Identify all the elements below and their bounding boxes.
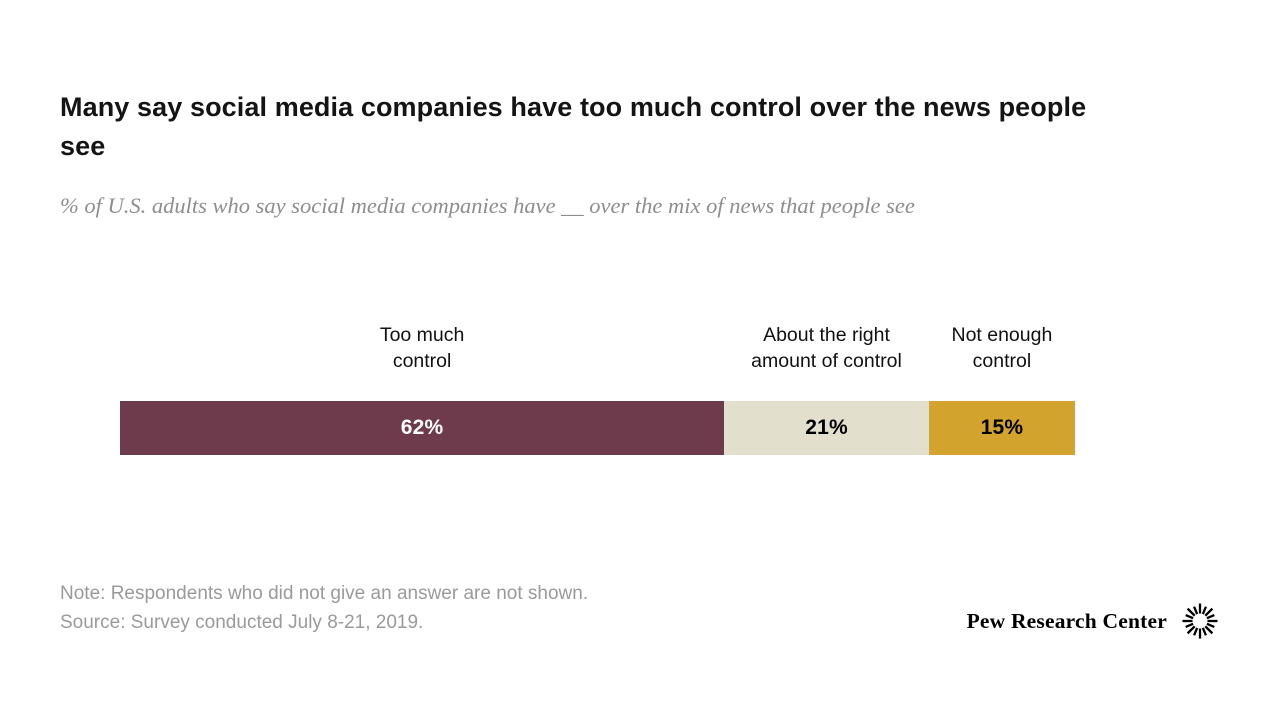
chart-source: Source: Survey conducted July 8-21, 2019… xyxy=(60,612,424,634)
category-label-not-enough: Not enough control xyxy=(929,322,1075,375)
category-label-too-much-control: Too much control xyxy=(120,322,724,375)
category-label-line: control xyxy=(392,350,452,373)
bar-segment-not-enough-control: 15% xyxy=(928,400,1075,455)
value-label: 21% xyxy=(805,415,848,439)
value-label: 62% xyxy=(400,415,444,439)
chart-footnotes: Note: Respondents who did not give an an… xyxy=(60,579,588,638)
category-labels-row: Too much control About the right amount … xyxy=(120,322,1075,375)
branding-text: Pew Research Center xyxy=(966,608,1167,633)
category-label-line: amount of control xyxy=(751,350,902,373)
chart-subtitle: % of U.S. adults who say social media co… xyxy=(60,193,915,218)
bar-segment-about-right-amount: 21% xyxy=(724,400,929,455)
branding: Pew Research Center xyxy=(967,601,1220,641)
value-label: 15% xyxy=(980,415,1024,439)
stacked-bar: 62% 21% 15% xyxy=(120,400,1075,455)
category-label-line: About the right xyxy=(763,324,890,346)
category-label-about-right: About the right amount of control xyxy=(724,322,929,375)
category-label-line: Too much xyxy=(379,324,465,346)
category-label-line: control xyxy=(972,350,1032,373)
pew-logo-icon xyxy=(1182,603,1218,639)
category-label-line: Not enough xyxy=(951,324,1053,346)
chart-title: Many say social media companies have too… xyxy=(60,92,1087,162)
chart-note: Note: Respondents who did not give an an… xyxy=(60,583,589,604)
bar-segment-too-much-control: 62% xyxy=(120,400,725,455)
stacked-bar-chart: Too much control About the right amount … xyxy=(120,322,1075,455)
